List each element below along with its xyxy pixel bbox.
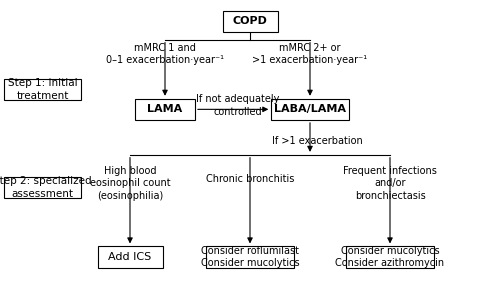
Text: LAMA: LAMA (148, 104, 182, 114)
Text: mMRC 2+ or
>1 exacerbation·year⁻¹: mMRC 2+ or >1 exacerbation·year⁻¹ (252, 43, 368, 65)
FancyBboxPatch shape (4, 177, 81, 198)
FancyBboxPatch shape (98, 246, 162, 268)
Text: If not adequately
controlled: If not adequately controlled (196, 95, 279, 117)
FancyBboxPatch shape (135, 99, 195, 120)
Text: LABA/LAMA: LABA/LAMA (274, 104, 346, 114)
Text: High blood
eosinophil count
(eosinophilia): High blood eosinophil count (eosinophili… (90, 166, 170, 201)
Text: mMRC 1 and
0–1 exacerbation·year⁻¹: mMRC 1 and 0–1 exacerbation·year⁻¹ (106, 43, 224, 65)
Text: Consider roflumilast
Consider mucolytics: Consider roflumilast Consider mucolytics (200, 246, 300, 268)
Text: If >1 exacerbation: If >1 exacerbation (272, 136, 363, 146)
FancyBboxPatch shape (4, 79, 81, 100)
Text: COPD: COPD (232, 16, 268, 26)
FancyBboxPatch shape (206, 246, 294, 268)
FancyBboxPatch shape (346, 246, 434, 268)
Text: Frequent infections
and/or
bronchiectasis: Frequent infections and/or bronchiectasi… (343, 166, 437, 201)
Text: Consider mucolytics
Consider azithromycin: Consider mucolytics Consider azithromyci… (336, 246, 444, 268)
Text: Add ICS: Add ICS (108, 252, 152, 262)
Text: Step 2: specialized
assessment: Step 2: specialized assessment (0, 176, 92, 199)
FancyBboxPatch shape (271, 99, 349, 120)
FancyBboxPatch shape (222, 11, 278, 32)
Text: Chronic bronchitis: Chronic bronchitis (206, 174, 294, 184)
Text: Step 1: initial
treatment: Step 1: initial treatment (8, 78, 78, 101)
